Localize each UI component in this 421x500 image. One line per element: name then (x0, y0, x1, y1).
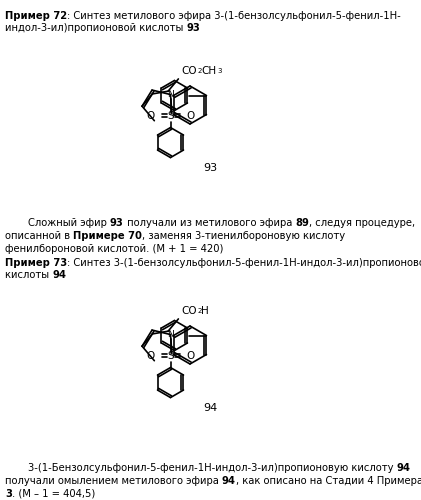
Text: CO: CO (181, 66, 197, 76)
Text: : Синтез 3-(1-бензолсульфонил-5-фенил-1Н-индол-3-ил)пропионовой: : Синтез 3-(1-бензолсульфонил-5-фенил-1Н… (67, 258, 421, 268)
Text: 3-(1-Бензолсульфонил-5-фенил-1Н-индол-3-ил)пропионовую кислоту: 3-(1-Бензолсульфонил-5-фенил-1Н-индол-3-… (28, 463, 397, 473)
Text: O: O (187, 350, 195, 360)
Text: O: O (187, 110, 195, 120)
Text: 94: 94 (222, 476, 236, 486)
Text: N: N (167, 330, 174, 339)
Text: CO: CO (181, 306, 197, 316)
Text: описанной в: описанной в (5, 231, 73, 241)
Text: , как описано на Стадии 4 Примера: , как описано на Стадии 4 Примера (236, 476, 421, 486)
Text: индол-3-ил)пропионовой кислоты: индол-3-ил)пропионовой кислоты (5, 23, 187, 33)
Text: O: O (146, 110, 155, 120)
Text: получали омылением метилового эфира: получали омылением метилового эфира (5, 476, 222, 486)
Text: 2: 2 (197, 68, 202, 74)
Text: получали из метилового эфира: получали из метилового эфира (124, 218, 295, 228)
Text: фенилбороновой кислотой. (M + 1 = 420): фенилбороновой кислотой. (M + 1 = 420) (5, 244, 224, 254)
Text: 94: 94 (397, 463, 410, 473)
Text: 93: 93 (110, 218, 124, 228)
Text: Примере 70: Примере 70 (73, 231, 142, 241)
Text: Пример 73: Пример 73 (5, 258, 67, 268)
Text: : Синтез метилового эфира 3-(1-бензолсульфонил-5-фенил-1Н-: : Синтез метилового эфира 3-(1-бензолсул… (67, 11, 401, 21)
Text: CH: CH (201, 66, 216, 76)
Text: 89: 89 (295, 218, 309, 228)
Text: 93: 93 (187, 23, 200, 33)
Text: N: N (167, 90, 174, 99)
Text: . (М – 1 = 404,5): . (М – 1 = 404,5) (12, 489, 95, 499)
Text: 94: 94 (203, 402, 217, 412)
Text: O: O (146, 350, 155, 360)
Text: 94: 94 (52, 270, 66, 280)
Text: Сложный эфир: Сложный эфир (28, 218, 110, 228)
Text: кислоты: кислоты (5, 270, 52, 280)
Text: H: H (201, 306, 209, 316)
Text: Пример 72: Пример 72 (5, 11, 67, 21)
Text: S: S (167, 350, 174, 360)
Text: 3: 3 (5, 489, 12, 499)
Text: , заменяя 3-тиенилбороновую кислоту: , заменяя 3-тиенилбороновую кислоту (142, 231, 345, 241)
Text: 3: 3 (217, 68, 222, 74)
Text: 93: 93 (203, 162, 217, 172)
Text: S: S (167, 110, 174, 120)
Text: 2: 2 (197, 308, 202, 314)
Text: , следуя процедуре,: , следуя процедуре, (309, 218, 415, 228)
